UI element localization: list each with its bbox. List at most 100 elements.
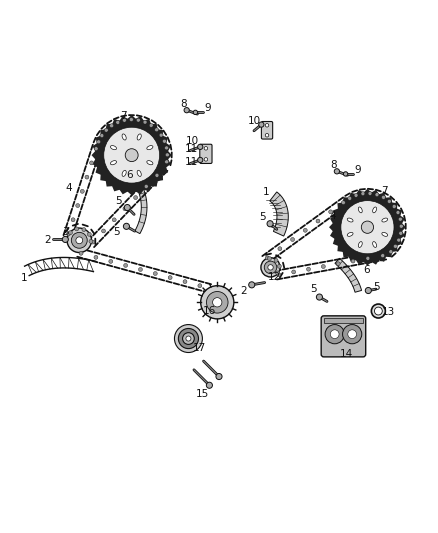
Polygon shape [329, 189, 406, 265]
Circle shape [201, 286, 234, 319]
Circle shape [276, 271, 279, 275]
Circle shape [67, 232, 71, 236]
Circle shape [265, 133, 269, 137]
Circle shape [351, 259, 355, 263]
Ellipse shape [347, 232, 353, 236]
Text: 5: 5 [373, 282, 379, 292]
Text: 10: 10 [186, 136, 199, 146]
Text: 2: 2 [45, 235, 51, 245]
Text: 2: 2 [240, 286, 247, 296]
Circle shape [343, 172, 348, 176]
Text: 7: 7 [381, 187, 387, 196]
Text: 8: 8 [180, 99, 187, 109]
Text: 6: 6 [363, 264, 370, 274]
Circle shape [143, 120, 147, 124]
Circle shape [325, 325, 344, 344]
Circle shape [399, 217, 403, 221]
Circle shape [79, 251, 83, 255]
Circle shape [82, 228, 86, 231]
Circle shape [348, 196, 352, 200]
Circle shape [159, 133, 163, 137]
Circle shape [67, 228, 92, 253]
Circle shape [104, 128, 108, 132]
Ellipse shape [147, 160, 153, 165]
Text: 15: 15 [196, 390, 209, 399]
Circle shape [274, 259, 278, 262]
Circle shape [153, 272, 157, 276]
Circle shape [365, 287, 371, 294]
Text: 5: 5 [311, 284, 317, 294]
Circle shape [193, 110, 198, 115]
Circle shape [123, 207, 127, 211]
Ellipse shape [122, 171, 126, 176]
Circle shape [184, 108, 189, 113]
FancyBboxPatch shape [200, 144, 212, 164]
Circle shape [261, 258, 280, 277]
Circle shape [87, 232, 91, 236]
Circle shape [375, 193, 379, 197]
Circle shape [168, 276, 172, 279]
Circle shape [75, 227, 79, 231]
Circle shape [166, 153, 169, 157]
Polygon shape [270, 192, 288, 236]
Circle shape [278, 247, 282, 251]
Circle shape [96, 119, 167, 191]
Ellipse shape [147, 146, 153, 150]
Polygon shape [335, 259, 362, 292]
Circle shape [336, 262, 340, 266]
Circle shape [198, 157, 203, 163]
Text: 9: 9 [204, 103, 211, 114]
Circle shape [343, 325, 362, 344]
Circle shape [388, 199, 391, 203]
Circle shape [368, 191, 372, 196]
Circle shape [90, 161, 93, 165]
Ellipse shape [382, 218, 388, 222]
Circle shape [277, 273, 281, 277]
Circle shape [144, 184, 148, 189]
Circle shape [307, 267, 311, 271]
Circle shape [112, 218, 116, 222]
Circle shape [85, 175, 89, 179]
Text: 5: 5 [259, 212, 266, 222]
Circle shape [155, 173, 159, 177]
Circle shape [116, 120, 120, 124]
Circle shape [361, 192, 365, 196]
Circle shape [134, 196, 138, 199]
Text: 4: 4 [329, 211, 336, 221]
Text: 17: 17 [193, 343, 206, 353]
Circle shape [97, 140, 101, 144]
FancyBboxPatch shape [321, 316, 366, 357]
Circle shape [333, 193, 402, 261]
Circle shape [341, 200, 394, 254]
Circle shape [183, 333, 194, 344]
Circle shape [348, 330, 357, 338]
Circle shape [125, 149, 138, 161]
Circle shape [138, 268, 142, 271]
Circle shape [68, 231, 72, 235]
Circle shape [71, 218, 75, 222]
Circle shape [124, 205, 131, 211]
Circle shape [110, 124, 113, 128]
Circle shape [174, 325, 202, 352]
Circle shape [374, 307, 382, 315]
Circle shape [389, 250, 393, 254]
Text: 13: 13 [381, 307, 395, 317]
Text: 6: 6 [127, 170, 133, 180]
Circle shape [149, 124, 153, 127]
Circle shape [89, 239, 93, 244]
Circle shape [381, 254, 385, 257]
Ellipse shape [358, 241, 362, 247]
Circle shape [155, 128, 159, 132]
Text: 8: 8 [330, 160, 337, 170]
Circle shape [123, 118, 127, 122]
Circle shape [165, 160, 169, 164]
Ellipse shape [110, 160, 117, 165]
Circle shape [206, 292, 228, 313]
Circle shape [124, 223, 130, 229]
Ellipse shape [373, 241, 377, 247]
Ellipse shape [137, 171, 141, 176]
Circle shape [94, 147, 98, 151]
Circle shape [361, 221, 374, 233]
Text: 1: 1 [262, 187, 269, 197]
Circle shape [76, 237, 83, 244]
